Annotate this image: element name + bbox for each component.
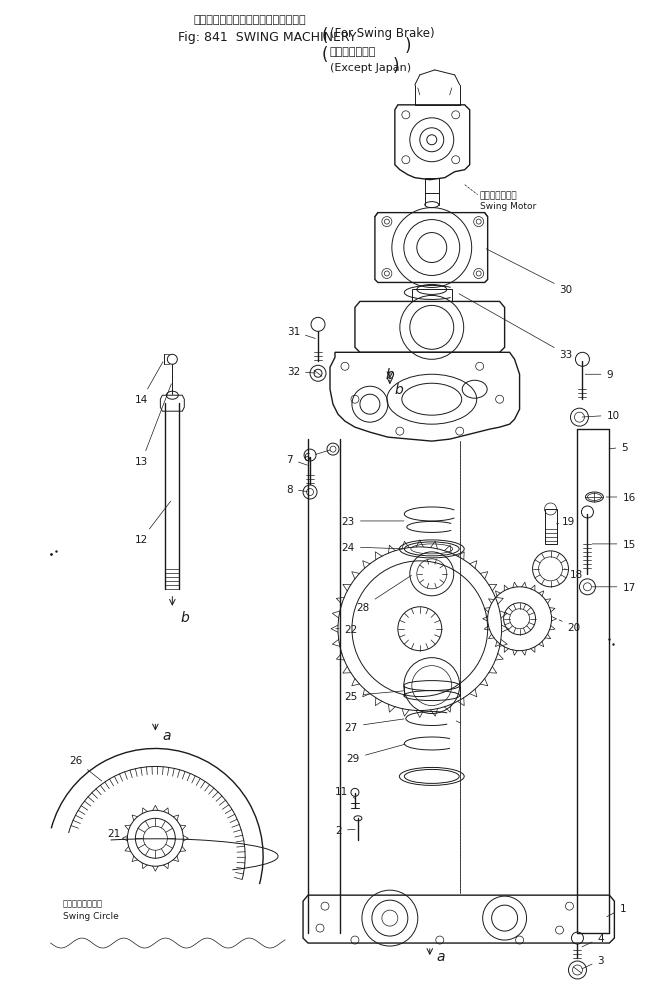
- Text: 18: 18: [565, 570, 583, 580]
- Text: 26: 26: [69, 755, 102, 781]
- Text: b: b: [385, 368, 394, 382]
- Text: 29: 29: [347, 745, 405, 763]
- Text: 15: 15: [592, 540, 636, 550]
- Text: 10: 10: [582, 411, 619, 420]
- Bar: [425, 179, 439, 194]
- Text: 30: 30: [486, 249, 572, 295]
- Text: 28: 28: [357, 576, 411, 612]
- Text: スイングサークル: スイングサークル: [63, 899, 102, 908]
- Text: 11: 11: [334, 786, 355, 798]
- Text: (: (: [321, 46, 328, 64]
- Text: b: b: [181, 610, 189, 624]
- Text: 16: 16: [606, 492, 636, 503]
- Text: 2: 2: [335, 825, 355, 835]
- Text: 13: 13: [135, 385, 171, 466]
- Text: 7: 7: [286, 454, 307, 466]
- Text: 9: 9: [585, 370, 613, 380]
- Text: a: a: [437, 949, 445, 963]
- Text: Swing Circle: Swing Circle: [63, 911, 118, 919]
- Text: b: b: [395, 383, 404, 397]
- Text: 23: 23: [342, 517, 404, 527]
- Text: (Except Japan): (Except Japan): [330, 63, 411, 73]
- Text: 33: 33: [459, 294, 572, 360]
- Text: 17: 17: [592, 582, 636, 592]
- Text: スイングモータ: スイングモータ: [480, 191, 517, 200]
- Text: (For Swing Brake): (For Swing Brake): [330, 27, 435, 40]
- Text: 25: 25: [345, 691, 404, 701]
- Text: 12: 12: [135, 502, 171, 545]
- Text: 24: 24: [342, 543, 402, 553]
- Text: (: (: [321, 27, 328, 45]
- Text: ): ): [393, 57, 400, 75]
- Text: 22: 22: [336, 624, 358, 634]
- Text: 14: 14: [135, 363, 163, 405]
- Text: 5: 5: [609, 442, 628, 452]
- Text: ): ): [405, 37, 411, 55]
- Text: 19: 19: [557, 517, 575, 527]
- Text: （海　外　向）: （海 外 向）: [330, 47, 376, 57]
- Text: 8: 8: [286, 484, 307, 495]
- Text: 21: 21: [107, 828, 127, 838]
- Text: スイングマシナリ（旋回ブレーキ用）: スイングマシナリ（旋回ブレーキ用）: [194, 15, 306, 25]
- Text: Swing Motor: Swing Motor: [480, 202, 536, 211]
- Text: 1: 1: [607, 904, 626, 916]
- Text: 20: 20: [559, 620, 581, 632]
- Text: 27: 27: [345, 720, 404, 732]
- Text: Fig: 841  SWING MACHINERY: Fig: 841 SWING MACHINERY: [178, 31, 357, 44]
- Bar: [544, 510, 557, 545]
- Text: 4: 4: [582, 933, 604, 947]
- Text: 6: 6: [303, 450, 331, 462]
- Text: a: a: [162, 729, 171, 743]
- Text: 32: 32: [287, 367, 316, 377]
- Text: 31: 31: [287, 327, 316, 339]
- Text: 3: 3: [582, 955, 604, 969]
